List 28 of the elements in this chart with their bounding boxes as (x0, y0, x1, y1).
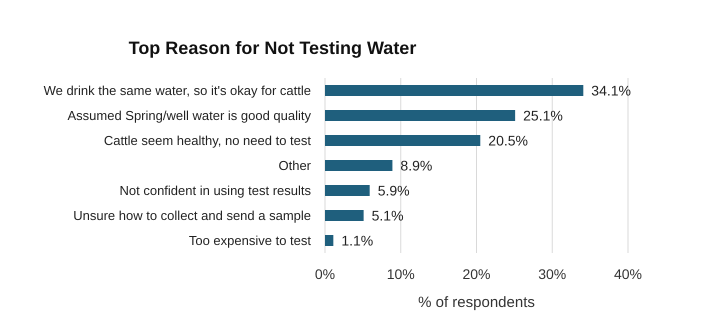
x-tick-label: 30% (538, 266, 566, 282)
bar (325, 160, 392, 171)
data-label: 8.9% (400, 157, 432, 174)
data-label: 20.5% (488, 132, 528, 148)
y-tick-label: We drink the same water, so it's okay for cattle (44, 83, 311, 98)
x-tick-label: 20% (462, 266, 491, 282)
y-tick-label: Unsure how to collect and send a sample (73, 208, 311, 224)
x-tick-label: 40% (614, 266, 642, 282)
y-tick-label: Not confident in using test results (120, 183, 312, 198)
bar (325, 85, 584, 96)
x-axis-title: % of respondents (418, 294, 535, 311)
bar (325, 235, 334, 246)
data-label: 5.9% (378, 182, 410, 198)
bar (325, 110, 516, 121)
x-tick-label: 10% (386, 266, 415, 282)
bar (325, 210, 364, 221)
data-label: 34.1% (591, 82, 632, 98)
y-tick-label: Too expensive to test (188, 233, 312, 248)
x-tick-label: 0% (314, 266, 336, 282)
y-tick-label: Assumed Spring/well water is good quality (67, 108, 312, 124)
bar (325, 135, 480, 146)
data-label: 25.1% (523, 107, 563, 124)
y-tick-label: Cattle seem healthy, no need to test (104, 133, 312, 148)
data-label: 5.1% (372, 207, 404, 224)
data-label: 1.1% (341, 232, 374, 248)
bar (325, 185, 370, 196)
chart-title: Top Reason for Not Testing Water (128, 38, 418, 59)
y-tick-label: Other (278, 158, 312, 174)
